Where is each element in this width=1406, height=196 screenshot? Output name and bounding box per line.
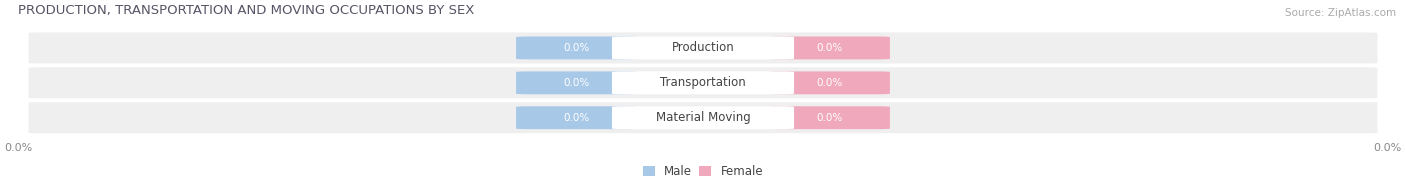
Text: Production: Production (672, 41, 734, 54)
Text: Material Moving: Material Moving (655, 111, 751, 124)
FancyBboxPatch shape (612, 106, 794, 129)
FancyBboxPatch shape (769, 36, 890, 59)
Text: PRODUCTION, TRANSPORTATION AND MOVING OCCUPATIONS BY SEX: PRODUCTION, TRANSPORTATION AND MOVING OC… (18, 4, 475, 17)
FancyBboxPatch shape (769, 71, 890, 94)
Text: 0.0%: 0.0% (817, 113, 842, 123)
FancyBboxPatch shape (612, 36, 794, 59)
FancyBboxPatch shape (516, 106, 637, 129)
FancyBboxPatch shape (28, 67, 1378, 98)
Text: Source: ZipAtlas.com: Source: ZipAtlas.com (1285, 8, 1396, 18)
FancyBboxPatch shape (769, 106, 890, 129)
FancyBboxPatch shape (28, 32, 1378, 64)
Text: 0.0%: 0.0% (564, 113, 589, 123)
Text: Transportation: Transportation (661, 76, 745, 89)
Legend: Male, Female: Male, Female (643, 165, 763, 178)
Text: 0.0%: 0.0% (817, 78, 842, 88)
FancyBboxPatch shape (28, 102, 1378, 133)
Text: 0.0%: 0.0% (817, 43, 842, 53)
Text: 0.0%: 0.0% (564, 43, 589, 53)
FancyBboxPatch shape (612, 71, 794, 94)
Text: 0.0%: 0.0% (564, 78, 589, 88)
FancyBboxPatch shape (516, 71, 637, 94)
FancyBboxPatch shape (516, 36, 637, 59)
